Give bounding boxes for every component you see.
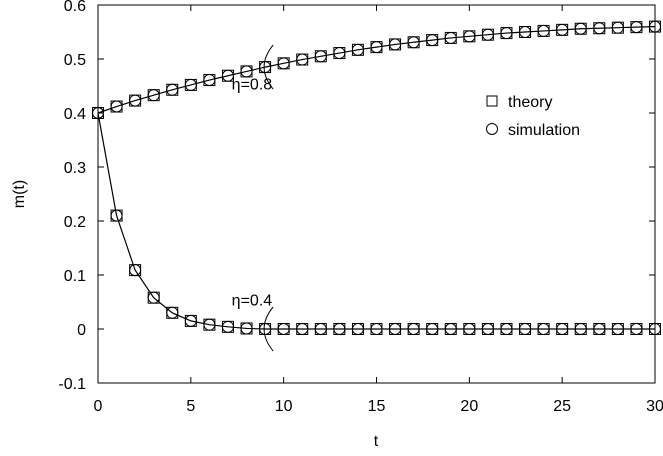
y-tick-label: 0.1 [64, 268, 86, 285]
simulation-point [351, 43, 364, 56]
legend-circle-marker [486, 123, 498, 135]
annotation-brace [263, 44, 274, 90]
simulation-point [519, 26, 532, 38]
series-layer [92, 20, 661, 335]
simulation-point [556, 323, 569, 335]
simulation-point [129, 264, 142, 277]
simulation-point [333, 323, 346, 335]
simulation-point [444, 31, 457, 44]
annotation-layer: η=0.8 η=0.4 [232, 44, 274, 352]
annotation-label: η=0.4 [232, 292, 273, 309]
x-axis-title: t [374, 433, 379, 450]
simulation-point [481, 28, 494, 41]
simulation-point [203, 318, 216, 331]
simulation-point [463, 30, 476, 43]
simulation-point [593, 323, 606, 335]
y-tick-label: 0.4 [64, 106, 86, 123]
legend-label-simulation: simulation [508, 122, 580, 139]
simulation-point [221, 320, 234, 333]
simulation-point [296, 53, 309, 66]
simulation-point [221, 69, 234, 82]
y-tick-label: 0.2 [64, 214, 86, 231]
simulation-point [537, 323, 550, 335]
simulation-point [166, 306, 179, 319]
plot-frame [97, 4, 656, 384]
simulation-point [389, 38, 402, 51]
simulation-point [129, 94, 142, 107]
simulation-point [407, 36, 420, 49]
x-tick-label: 10 [275, 398, 293, 415]
simulation-point [314, 323, 327, 335]
simulation-point [519, 323, 532, 335]
simulation-point [166, 83, 179, 96]
simulation-point [463, 323, 476, 335]
legend-square-marker [486, 95, 498, 107]
simulation-point [333, 47, 346, 60]
y-tick-label: 0.6 [64, 0, 86, 15]
simulation-point [184, 314, 197, 327]
simulation-point [110, 100, 123, 113]
x-tick-label: 0 [94, 398, 103, 415]
simulation-point [630, 21, 643, 34]
simulation-point [593, 22, 606, 35]
simulation-point [203, 74, 216, 87]
simulation-point [351, 323, 364, 335]
axis-ticks: 0 5 10 15 20 25 30 -0.1 0 0.1 0.2 0.3 0.4 0.5 0.6 [58, 0, 663, 415]
simulation-point [426, 34, 439, 47]
x-tick-label: 20 [460, 398, 478, 415]
y-tick-label: 0.3 [64, 160, 86, 177]
simulation-point [537, 24, 550, 37]
simulation-point [277, 57, 290, 70]
y-tick-label: 0 [77, 322, 86, 339]
simulation-point [370, 323, 383, 335]
simulation-point [240, 322, 253, 335]
simulation-point [314, 50, 327, 63]
simulation-point [147, 291, 160, 304]
simulation-point [147, 89, 160, 102]
simulation-point [370, 41, 383, 54]
simulation-point [426, 323, 439, 335]
legend: theory simulation [486, 94, 580, 139]
simulation-point [407, 323, 420, 335]
simulation-point [240, 65, 253, 78]
simulation-point [556, 23, 569, 36]
simulation-point [500, 27, 513, 40]
legend-label-theory: theory [508, 94, 552, 111]
simulation-point [649, 20, 661, 33]
simulation-point [500, 323, 513, 335]
series-line-0 [97, 26, 656, 114]
y-axis-title: m(t) [11, 180, 28, 208]
simulation-point [630, 323, 643, 335]
y-tick-label: -0.1 [58, 376, 86, 393]
simulation-point [389, 323, 402, 335]
simulation-point [184, 78, 197, 91]
simulation-point [92, 107, 104, 119]
simulation-point [649, 323, 661, 335]
simulation-point [574, 323, 587, 335]
series-line-1 [97, 112, 655, 330]
simulation-point [574, 22, 587, 35]
annotation-label: η=0.8 [232, 76, 273, 93]
simulation-point [481, 323, 494, 335]
simulation-point [110, 209, 123, 222]
simulation-point [611, 323, 624, 335]
x-tick-label: 25 [553, 398, 571, 415]
simulation-point [611, 21, 624, 34]
simulation-point [277, 323, 290, 335]
x-tick-label: 15 [368, 398, 386, 415]
simulation-point [296, 323, 309, 335]
x-tick-label: 30 [646, 398, 663, 415]
annotation-brace [263, 306, 274, 352]
x-tick-label: 5 [186, 398, 195, 415]
y-tick-label: 0.5 [64, 52, 86, 69]
simulation-point [444, 323, 457, 335]
